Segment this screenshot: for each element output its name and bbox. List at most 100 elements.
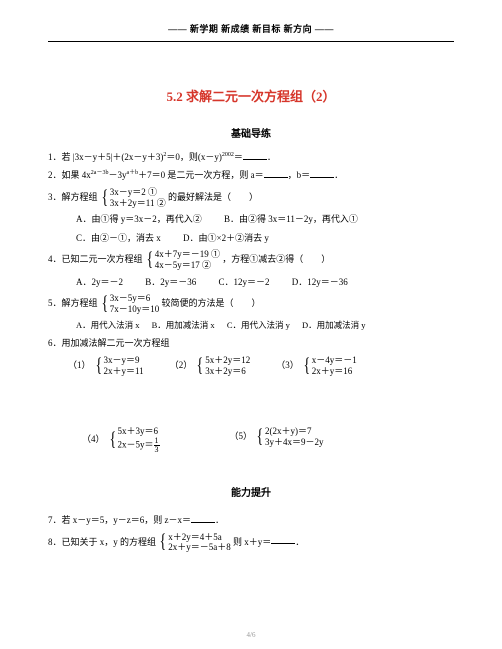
q8-tail: 则 x＋y＝	[233, 536, 271, 546]
q1-num: 1．	[48, 152, 62, 162]
q6-p4-fd: 3	[154, 446, 160, 454]
q6-p5: （5）2(2x＋y)＝73y＋4x＝9－2y	[230, 426, 324, 448]
q5-num: 5．	[48, 298, 62, 308]
q8-blank	[271, 535, 295, 544]
q6-p3: （3）x－4y＝－12x＋y＝16	[276, 355, 357, 377]
q2-a: 如果 4x	[62, 170, 91, 180]
q5-opt-a: A．用代入法消 x	[76, 320, 140, 330]
q1-sup2: 2002	[222, 152, 234, 158]
q4-choices: A．2y＝－2 B．2y＝－36 C．12y＝－2 D．12y＝－36	[48, 275, 454, 289]
q3-opt-c: C．由②－①，消去 x	[76, 233, 161, 243]
q6-text: 用加减法解二元一次方程组	[62, 338, 170, 348]
q6-p4-lbl: （4）	[82, 432, 105, 445]
q1-blank	[243, 151, 267, 160]
q6-p5-sys: 2(2x＋y)＝73y＋4x＝9－2y	[255, 426, 324, 448]
q5-opt-d: D．用加减法消 y	[302, 320, 366, 330]
q6-p5-r2: 3y＋4x＝9－2y	[265, 437, 324, 448]
q4-eq2: 4x－5y＝17 ②	[155, 260, 220, 271]
q3-num: 3．	[48, 192, 62, 202]
q6-p2-r1: 5x＋2y＝12	[205, 355, 250, 366]
q6-p1-lbl: （1）	[68, 358, 91, 371]
q6-p1-r1: 3x－y＝9	[104, 355, 144, 366]
q7-num: 7．	[48, 515, 62, 525]
q4-text: 已知二元一次方程组	[62, 254, 143, 264]
q6-p5-r1: 2(2x＋y)＝7	[265, 426, 324, 437]
section-basic: 基础导练	[48, 125, 454, 140]
q3-system: 3x－y＝2 ① 3x＋2y＝11 ②	[100, 187, 166, 209]
q3-text: 解方程组	[62, 192, 98, 202]
question-3: 3．解方程组 3x－y＝2 ① 3x＋2y＝11 ② 的最好解法是（ ）	[48, 187, 454, 209]
q1-c: ＝	[234, 152, 243, 162]
q6-p4: （4）5x＋3y＝62x－5y＝13	[82, 426, 160, 454]
q3-opt-d: D．由①×2＋②消去 y	[183, 233, 269, 243]
question-4: 4．已知二元一次方程组 4x＋7y＝－19 ① 4x－5y＝17 ② ，方程①减…	[48, 249, 454, 271]
q1-a: 若 |3x－y＋5|＋(2x－y＋3)	[62, 152, 164, 162]
q6-p2-lbl: （2）	[170, 358, 193, 371]
q5-tail: 较简便的方法是（ ）	[162, 298, 261, 308]
q4-tail: ，方程①减去②得（ ）	[222, 254, 330, 264]
q6-p4-r2a: 2x－5y＝	[118, 440, 154, 450]
q8-eq2: 2x＋y＝－5a＋8	[168, 542, 231, 553]
q8-end: ．	[295, 536, 304, 546]
q6-row1: （1）3x－y＝92x＋y＝11 （2）5x＋2y＝123x＋2y＝6 （3）x…	[48, 355, 454, 377]
q2-blank2	[310, 169, 334, 178]
q6-p1-r2: 2x＋y＝11	[104, 366, 144, 377]
q3-eq1: 3x－y＝2 ①	[110, 187, 166, 198]
q5-eq1: 3x－5y＝6	[110, 293, 160, 304]
q7-blank	[191, 514, 215, 523]
question-2: 2．如果 4x2a－3b－3ya＋b＋7＝0 是二元一次方程，则 a＝，b＝．	[48, 168, 454, 182]
q2-mid: ，b＝	[288, 170, 311, 180]
q1-b: ＝0，则(x－y)	[166, 152, 222, 162]
q5-opt-b: B．用加减法消 x	[152, 320, 215, 330]
q2-s2: a＋b	[126, 170, 138, 176]
q4-opt-c: C．12y＝－2	[219, 277, 270, 287]
q6-p1-sys: 3x－y＝92x＋y＝11	[94, 355, 144, 377]
section-ability: 能力提升	[48, 484, 454, 499]
q6-p4-r1: 5x＋3y＝6	[118, 426, 160, 437]
q6-p4-r2: 2x－5y＝13	[118, 437, 160, 454]
q5-choices: A．用代入法消 x B．用加减法消 x C．用代入法消 y D．用加减法消 y	[48, 319, 454, 333]
q3-opt-a: A．由①得 y＝3x－2，再代入②	[76, 214, 202, 224]
question-8: 8．已知关于 x，y 的方程组 x＋2y＝4＋5a 2x＋y＝－5a＋8 则 x…	[48, 532, 454, 554]
q6-gap	[48, 382, 454, 426]
q4-system: 4x＋7y＝－19 ① 4x－5y＝17 ②	[145, 249, 220, 271]
q2-b: －3y	[108, 170, 126, 180]
q6-row2: （4）5x＋3y＝62x－5y＝13 （5）2(2x＋y)＝73y＋4x＝9－2…	[48, 426, 454, 454]
q1-tail: ．	[267, 152, 276, 162]
q8-eq1: x＋2y＝4＋5a	[168, 532, 231, 543]
q7-text: 若 x－y＝5，y－z＝6，则 z－x＝	[62, 515, 192, 525]
question-5: 5．解方程组 3x－5y＝6 7x－10y＝10 较简便的方法是（ ）	[48, 293, 454, 315]
q6-p3-r1: x－4y＝－1	[312, 355, 357, 366]
header-rule	[48, 41, 454, 42]
page-header: —— 新学期 新成绩 新目标 新方向 ——	[48, 22, 454, 35]
q4-opt-b: B．2y＝－36	[145, 277, 196, 287]
q3-tail: 的最好解法是（ ）	[168, 192, 258, 202]
q6-p5-lbl: （5）	[230, 429, 253, 442]
q2-blank1	[264, 169, 288, 178]
q6-num: 6．	[48, 338, 62, 348]
q6-p3-sys: x－4y＝－12x＋y＝16	[302, 355, 357, 377]
q8-system: x＋2y＝4＋5a 2x＋y＝－5a＋8	[158, 532, 231, 554]
q8-num: 8．	[48, 536, 62, 546]
question-7: 7．若 x－y＝5，y－z＝6，则 z－x＝ ．	[48, 513, 454, 527]
q2-s1: 2a－3b	[91, 170, 109, 176]
q7-tail: ．	[215, 515, 224, 525]
q4-num: 4．	[48, 254, 62, 264]
q8-text: 已知关于 x，y 的方程组	[62, 536, 157, 546]
header-text: 新学期 新成绩 新目标 新方向	[190, 24, 312, 34]
q6-p1: （1）3x－y＝92x＋y＝11	[68, 355, 144, 377]
page-title: 5.2 求解二元一次方程组（2）	[48, 86, 454, 105]
q5-eq2: 7x－10y＝10	[110, 304, 160, 315]
q2-num: 2．	[48, 170, 62, 180]
q2-c: ＋7＝0 是二元一次方程，则 a＝	[138, 170, 264, 180]
q6-p2-sys: 5x＋2y＝123x＋2y＝6	[195, 355, 250, 377]
q5-text: 解方程组	[62, 298, 98, 308]
q6-p3-lbl: （3）	[276, 358, 299, 371]
q6-p4-frac: 13	[154, 437, 160, 454]
q3-choices-2: C．由②－①，消去 x D．由①×2＋②消去 y	[48, 231, 454, 245]
q4-eq1: 4x＋7y＝－19 ①	[155, 249, 220, 260]
q6-p3-r2: 2x＋y＝16	[312, 366, 357, 377]
question-6: 6．用加减法解二元一次方程组	[48, 336, 454, 350]
q6-p2: （2）5x＋2y＝123x＋2y＝6	[170, 355, 251, 377]
q4-opt-a: A．2y＝－2	[76, 277, 123, 287]
